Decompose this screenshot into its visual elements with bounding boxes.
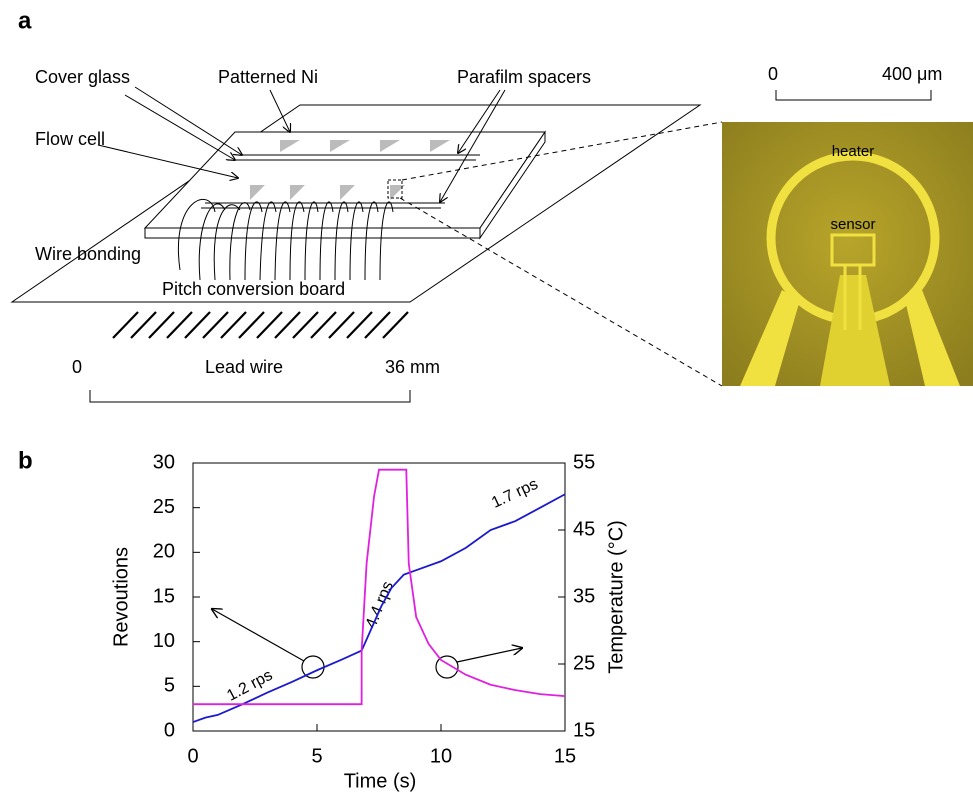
panel-label: a [18,7,32,34]
y-tick-label: 15 [153,585,175,607]
micrograph [722,122,973,386]
diagram-label: Parafilm spacers [457,67,591,87]
annotation: 1.7 rps [489,476,541,512]
micrograph-label: heater [832,143,875,160]
panel-label: b [18,447,33,474]
x-tick-label: 5 [311,745,322,767]
scale-label: 36 mm [385,357,440,377]
x-tick-label: 0 [187,745,198,767]
scale-label: 0 [72,357,82,377]
diagram-label: Lead wire [205,357,283,377]
annotation: 1.2 rps [224,667,275,705]
y2-tick-label: 55 [573,451,595,473]
scale-label: 0 [768,64,778,84]
y2-tick-label: 15 [573,719,595,741]
diagram-label: Cover glass [35,67,130,87]
y-axis-label: Revoutions [110,547,132,647]
x-tick-label: 10 [430,745,452,767]
x-axis-label: Time (s) [344,770,417,792]
y-tick-label: 30 [153,451,175,473]
y2-tick-label: 25 [573,652,595,674]
y-tick-label: 10 [153,630,175,652]
y-tick-label: 25 [153,496,175,518]
y2-axis-label: Temperature (°C) [605,520,627,674]
y2-tick-label: 45 [573,518,595,540]
diagram-label: Patterned Ni [218,67,318,87]
y-tick-label: 5 [164,675,175,697]
x-tick-label: 15 [554,745,576,767]
figure: a b [0,0,973,803]
diagram-label: Wire bonding [35,244,141,264]
micrograph-label: sensor [830,216,875,233]
y-tick-label: 20 [153,541,175,563]
scale-label: 400 μm [882,64,942,84]
diagram-label: Pitch conversion board [162,279,345,299]
y-tick-label: 0 [164,719,175,741]
y2-tick-label: 35 [573,585,595,607]
diagram-label: Flow cell [35,129,105,149]
